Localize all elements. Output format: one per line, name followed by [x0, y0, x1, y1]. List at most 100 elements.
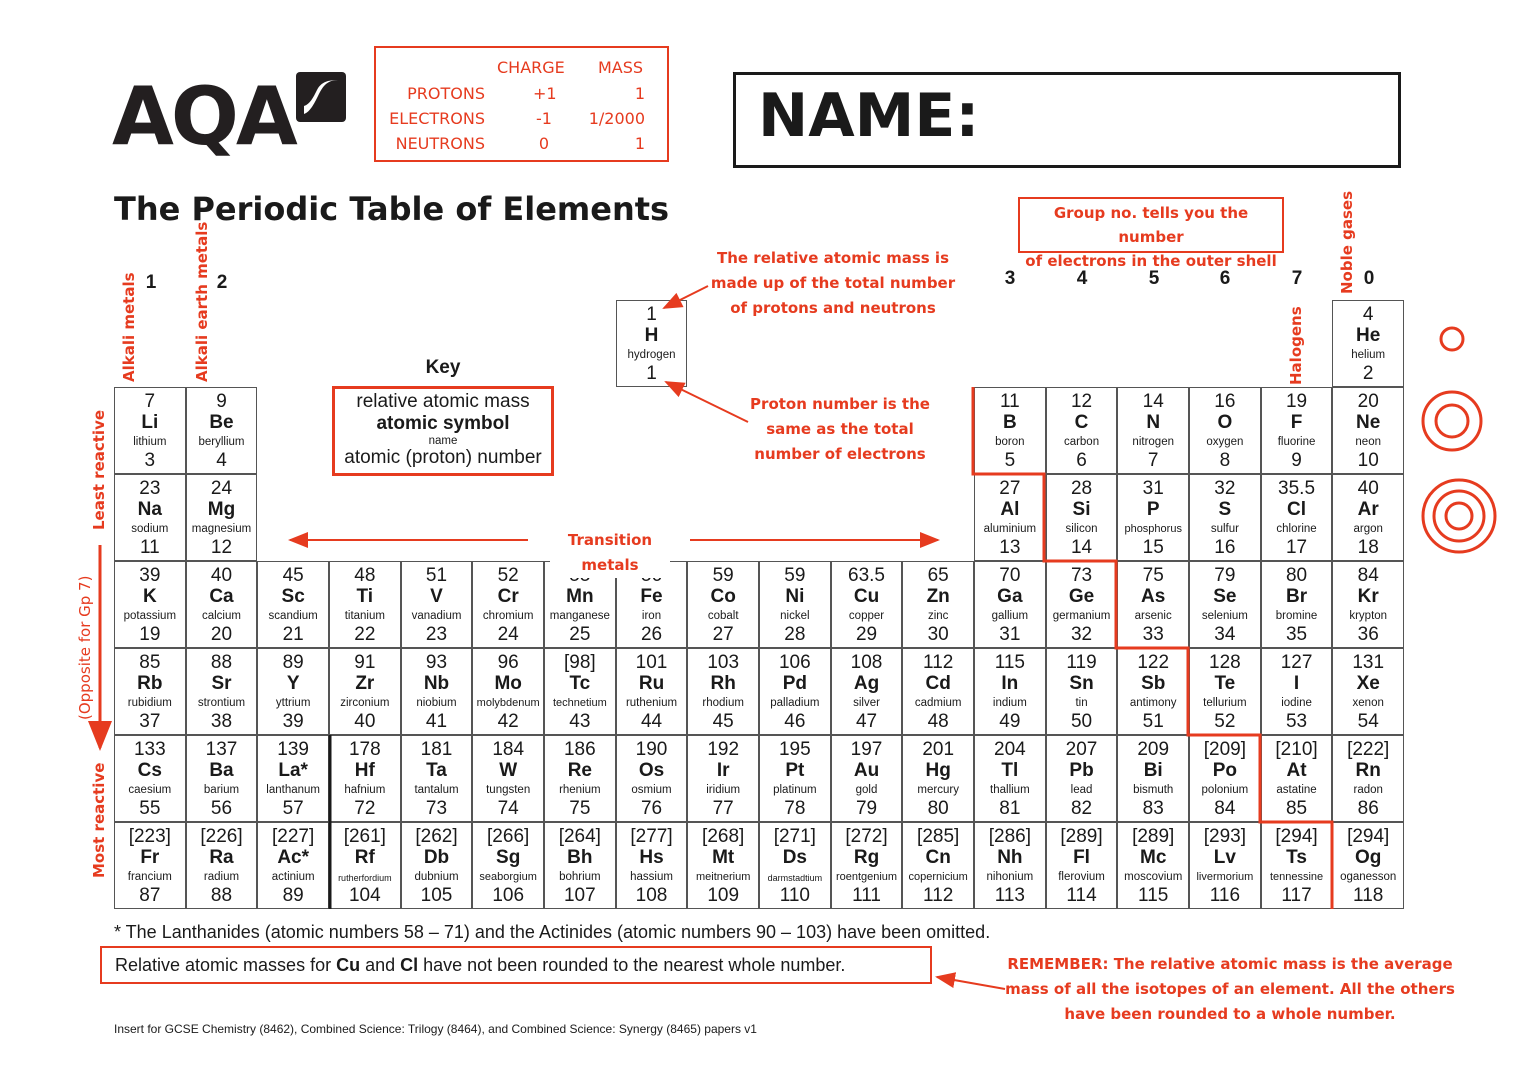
- element-mass: 106: [778, 652, 811, 673]
- element-symbol: Ta: [426, 760, 447, 781]
- element-name: copper: [848, 610, 885, 622]
- element-name: tennessine: [1269, 871, 1324, 883]
- element-symbol: Nb: [423, 673, 450, 694]
- element-number: 75: [569, 798, 591, 819]
- element-mass: 12: [1070, 391, 1093, 412]
- element-name: thallium: [990, 784, 1030, 796]
- element-cell: [210] At astatine 85: [1260, 735, 1333, 822]
- element-name: barium: [203, 784, 240, 796]
- element-symbol: C: [1074, 412, 1089, 433]
- element-cell: 197 Au gold 79: [830, 735, 903, 822]
- element-cell: [272] Rg roentgenium 111: [830, 822, 903, 909]
- element-symbol: Fl: [1073, 847, 1090, 868]
- element-mass: [285]: [917, 826, 960, 847]
- element-name: tantalum: [414, 784, 459, 796]
- particle-charges-table: CHARGE MASS PROTONS +1 1 ELECTRONS -1 1/…: [374, 46, 669, 162]
- element-symbol: Lv: [1213, 847, 1236, 868]
- alkali-metals-label: Alkali metals: [120, 272, 138, 382]
- element-number: 3: [144, 450, 156, 471]
- element-name: copernicium: [908, 871, 968, 883]
- element-name: gold: [855, 784, 878, 796]
- element-mass: 131: [1352, 652, 1385, 673]
- element-number: 57: [282, 798, 304, 819]
- element-mass: [294]: [1275, 826, 1318, 847]
- aqa-logo-mark-icon: [296, 72, 346, 122]
- element-number: 79: [855, 798, 878, 819]
- element-cell: 139 La* lanthanum 57: [257, 735, 329, 822]
- element-cell: 186 Re rhenium 75: [544, 735, 616, 822]
- element-symbol: W: [499, 760, 518, 781]
- element-number: 78: [784, 798, 806, 819]
- element-number: 22: [354, 624, 376, 645]
- element-symbol: Cd: [925, 673, 951, 694]
- element-number: 112: [923, 885, 954, 906]
- rounding-note: Relative atomic masses for Cu and Cl hav…: [100, 946, 932, 984]
- element-symbol: Sc: [281, 586, 305, 607]
- element-mass: 186: [563, 739, 596, 760]
- element-symbol: Bi: [1143, 760, 1163, 781]
- element-number: 52: [1214, 711, 1236, 732]
- element-symbol: Og: [1355, 847, 1382, 868]
- element-number: 39: [282, 711, 304, 732]
- element-mass: 4: [1362, 304, 1374, 325]
- element-cell: 84 Kr krypton 36: [1332, 561, 1405, 648]
- element-symbol: K: [142, 586, 157, 607]
- element-name: vanadium: [411, 610, 462, 622]
- element-cell: [98] Tc technetium 43: [544, 648, 616, 735]
- element-mass: 103: [707, 652, 740, 673]
- element-number: 46: [784, 711, 806, 732]
- element-mass: 31: [1142, 478, 1164, 499]
- element-number: 85: [1285, 798, 1308, 819]
- element-mass: 88: [210, 652, 233, 673]
- element-cell: 204 Tl thallium 81: [974, 735, 1046, 822]
- element-number: 2: [1362, 363, 1374, 384]
- element-cell: 85 Rb rubidium 37: [114, 648, 186, 735]
- element-symbol: Ac*: [277, 847, 309, 868]
- element-symbol: Tc: [569, 673, 591, 694]
- element-name: iodine: [1281, 697, 1312, 709]
- element-number: 106: [492, 885, 525, 906]
- element-name: flerovium: [1058, 871, 1105, 883]
- element-name: carbon: [1063, 436, 1100, 448]
- element-cell: 190 Os osmium 76: [615, 735, 688, 822]
- element-mass: 9: [216, 391, 227, 412]
- element-number: 21: [282, 624, 304, 645]
- element-mass: [293]: [1203, 826, 1246, 847]
- element-number: 83: [1142, 798, 1164, 819]
- element-mass: 122: [1137, 652, 1170, 673]
- insert-footer: Insert for GCSE Chemistry (8462), Combin…: [114, 1022, 757, 1036]
- element-cell: 40 Ar argon 18: [1332, 474, 1405, 561]
- element-number: 6: [1076, 450, 1087, 471]
- name-field[interactable]: NAME:: [733, 72, 1401, 168]
- element-symbol: Xe: [1356, 673, 1380, 694]
- element-name: platinum: [773, 784, 817, 796]
- element-cell: 65 Zn zinc 30: [902, 561, 975, 648]
- key-mass: relative atomic mass: [356, 391, 530, 412]
- element-cell: 108 Ag silver 47: [830, 648, 903, 735]
- element-cell: 28 Si silicon 14: [1045, 474, 1118, 561]
- transition-metals-label: Transition metals: [550, 528, 670, 578]
- element-symbol: Mg: [207, 499, 236, 520]
- element-symbol: Ba: [209, 760, 234, 781]
- element-number: 36: [1357, 624, 1379, 645]
- note-text: Relative atomic masses for: [115, 955, 337, 975]
- element-mass: 197: [850, 739, 883, 760]
- element-symbol: Ni: [785, 586, 805, 607]
- element-mass: [268]: [702, 826, 745, 847]
- element-mass: 128: [1209, 652, 1241, 673]
- element-name: iron: [641, 610, 662, 622]
- group-number: 5: [1148, 268, 1160, 289]
- mass-value: 1: [634, 134, 645, 153]
- element-mass: 184: [492, 739, 525, 760]
- element-mass: 20: [1357, 391, 1379, 412]
- element-symbol: Rf: [354, 847, 375, 868]
- element-cell: [266] Sg seaborgium 106: [472, 822, 544, 909]
- element-name: livermorium: [1196, 871, 1254, 883]
- element-number: 76: [640, 798, 663, 819]
- element-name: seaborgium: [479, 871, 537, 883]
- element-cell: 106 Pd palladium 46: [759, 648, 831, 735]
- element-mass: [272]: [845, 826, 888, 847]
- element-name: rutherfordium: [338, 873, 392, 883]
- element-cell: 181 Ta tantalum 73: [400, 735, 473, 822]
